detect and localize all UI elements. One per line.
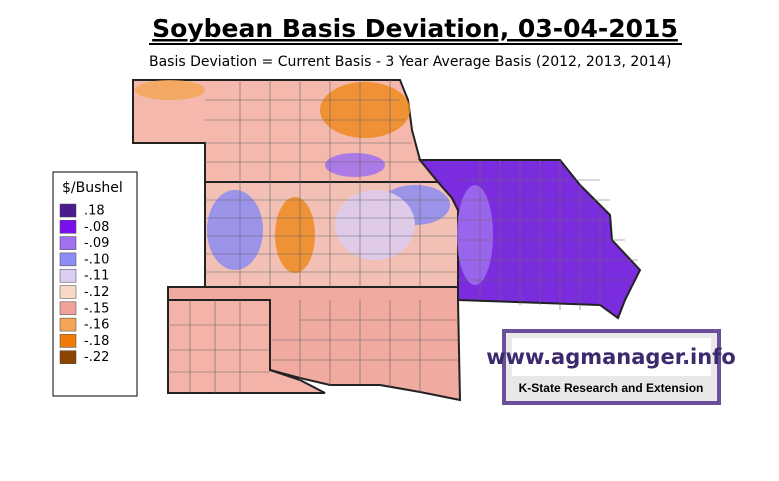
legend-swatch — [59, 334, 77, 348]
shade-area — [275, 197, 315, 273]
legend-label: .18 — [84, 204, 105, 219]
legend-label: -.15 — [84, 301, 109, 316]
shade-area — [320, 82, 410, 138]
legend-label: -.12 — [84, 285, 109, 300]
logo-org: K-State Research and Extension — [519, 381, 704, 395]
legend-swatch — [59, 350, 77, 364]
legend-swatch — [59, 301, 77, 316]
shade-area — [335, 190, 415, 260]
legend-swatch — [59, 317, 77, 332]
legend-swatch — [59, 203, 77, 218]
legend-swatch — [59, 285, 77, 299]
legend-label: -.22 — [84, 350, 109, 365]
legend-label: -.16 — [84, 318, 109, 333]
legend-swatch — [59, 268, 77, 283]
legend-swatch — [59, 220, 77, 234]
legend-label: -.10 — [84, 252, 109, 267]
legend-label: -.09 — [84, 236, 109, 251]
county-lines — [168, 80, 638, 393]
logo-url: www.agmanager.info — [486, 345, 736, 369]
shade-area — [207, 190, 263, 270]
subtitle: Basis Deviation = Current Basis - 3 Year… — [149, 54, 671, 70]
legend-items: .18-.08-.09-.10 -.11-.12-.15 -.16-.18-.22 — [59, 203, 109, 365]
title: Soybean Basis Deviation, 03-04-2015 — [152, 14, 678, 43]
logo-band — [512, 338, 711, 376]
legend-label: -.08 — [84, 220, 109, 235]
legend-label: -.18 — [84, 334, 109, 349]
legend-title: $/Bushel — [62, 180, 123, 196]
legend-swatch — [59, 236, 77, 250]
legend-label: -.11 — [84, 269, 109, 284]
legend-swatch — [59, 252, 77, 267]
shade-area — [325, 153, 385, 177]
shade-area — [135, 80, 205, 100]
